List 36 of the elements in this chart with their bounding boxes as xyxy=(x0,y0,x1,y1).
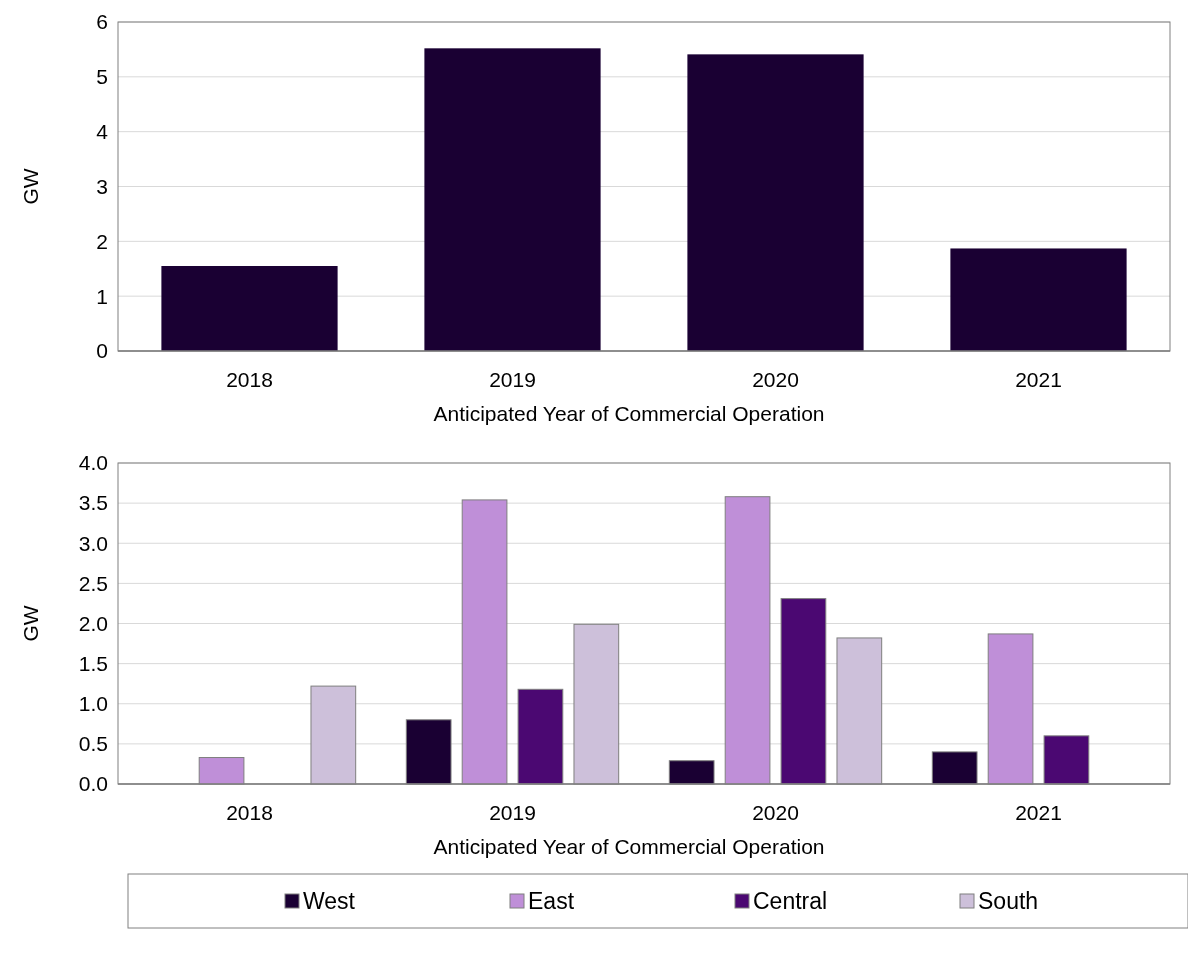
y-tick-label: 4.0 xyxy=(78,451,108,475)
bar xyxy=(161,266,338,351)
y-tick-label: 1.5 xyxy=(78,651,108,675)
y-tick-label: 3.5 xyxy=(78,491,108,515)
y-axis-title: GW xyxy=(19,605,42,642)
x-axis-title: Anticipated Year of Commercial Operation xyxy=(433,835,825,858)
x-tick-label: 2018 xyxy=(226,368,273,391)
y-axis-title: GW xyxy=(19,168,42,205)
x-axis-title: Anticipated Year of Commercial Operation xyxy=(433,402,825,425)
y-tick-label: 1.0 xyxy=(78,692,108,716)
y-tick-label: 4 xyxy=(96,120,109,144)
legend-label: East xyxy=(528,888,575,915)
y-tick-label: 6 xyxy=(96,10,108,34)
legend-label: Central xyxy=(753,888,828,915)
x-tick-label: 2021 xyxy=(1015,801,1062,824)
y-tick-label: 5 xyxy=(96,65,108,89)
y-tick-label: 0.5 xyxy=(78,732,108,756)
x-tick-label: 2018 xyxy=(226,801,273,824)
y-tick-label: 3 xyxy=(96,174,108,198)
y-tick-label: 1 xyxy=(96,284,108,308)
y-tick-label: 2.5 xyxy=(78,571,108,595)
y-tick-label: 2 xyxy=(96,229,108,253)
y-tick-label: 0 xyxy=(96,339,108,363)
x-tick-label: 2021 xyxy=(1015,368,1062,391)
x-tick-label: 2019 xyxy=(489,801,536,824)
y-tick-label: 2.0 xyxy=(78,611,108,635)
legend-label: West xyxy=(303,888,356,915)
x-tick-label: 2020 xyxy=(752,801,799,824)
y-tick-label: 0.0 xyxy=(78,772,108,796)
y-tick-label: 3.0 xyxy=(78,531,108,555)
bar xyxy=(950,248,1127,351)
legend-label: South xyxy=(978,888,1039,915)
x-tick-label: 2019 xyxy=(489,368,536,391)
bar xyxy=(687,54,864,351)
bar xyxy=(424,48,601,351)
x-tick-label: 2020 xyxy=(752,368,799,391)
